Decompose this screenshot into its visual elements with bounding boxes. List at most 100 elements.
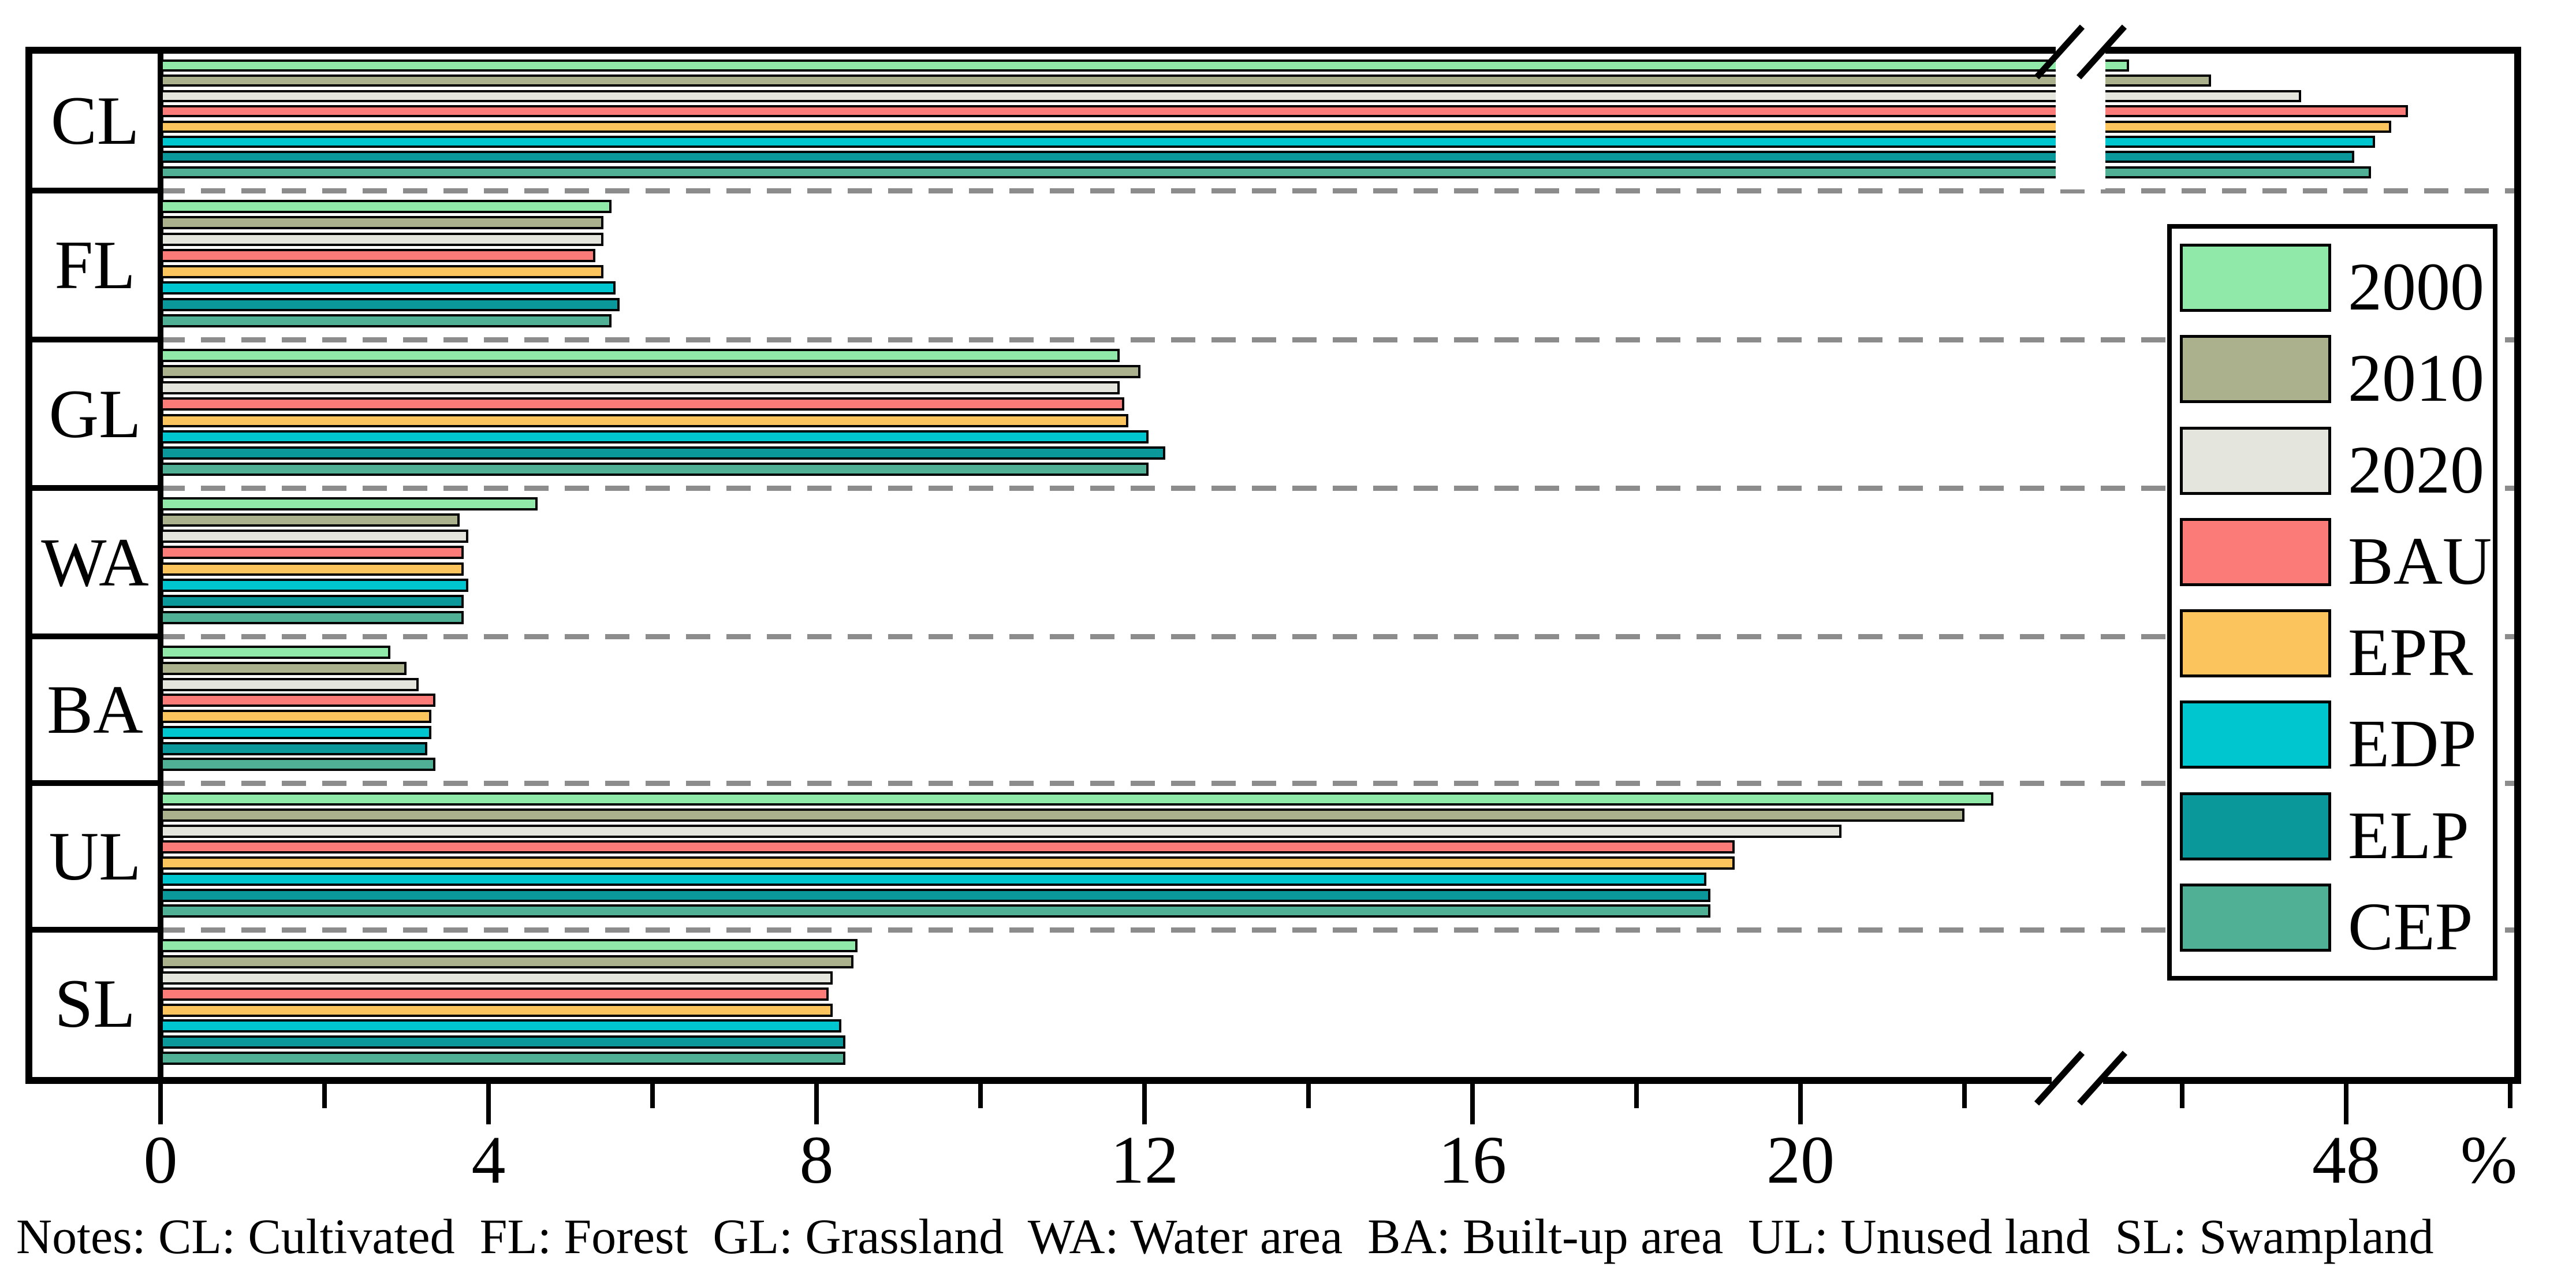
bar-sl-2000 [161,939,858,952]
x-major-tick-4 [486,1084,491,1124]
x-minor-tick-46 [2180,1084,2184,1108]
legend-swatch-2000 [2180,244,2331,312]
bar-sl-epr [161,1004,833,1017]
bar-cl-2010 [161,74,2211,87]
x-axis-unit-label: % [2460,1122,2518,1198]
legend-entry-elp: ELP [2172,781,2493,872]
bar-fl-epr [161,265,603,278]
bar-cl-bau [161,105,2408,117]
x-minor-tick-50 [2508,1084,2512,1108]
x-major-tick-48 [2344,1084,2348,1124]
legend-entry-2000: 2000 [2172,232,2493,323]
bar-cl-cep [161,166,2371,178]
category-separator-line [161,337,2514,342]
legend-swatch-epr [2180,609,2331,678]
legend-label-epr: EPR [2348,614,2473,691]
notes-text: Notes: CL: Cultivated FL: Forest GL: Gra… [16,1209,2434,1264]
plot-border [25,47,2521,1084]
x-tick-label-16: 16 [1438,1122,1507,1198]
bar-fl-cep [161,314,612,327]
bar-sl-edp [161,1019,841,1033]
category-label-ul: UL [49,818,141,895]
bar-fl-edp [161,281,616,295]
bar-wa-edp [161,579,468,592]
x-minor-tick-22 [1962,1084,1967,1108]
bar-gl-edp [161,430,1149,444]
bar-gl-cep [161,463,1149,476]
bar-ul-epr [161,856,1735,870]
bar-gl-2000 [161,349,1120,362]
category-box-divider [29,633,161,639]
legend-swatch-2020 [2180,426,2331,495]
bar-wa-elp [161,595,464,608]
bar-ba-2020 [161,678,419,691]
legend-entry-bau: BAU [2172,506,2493,598]
legend-label-2000: 2000 [2348,249,2484,325]
bar-ba-2000 [161,646,390,659]
bar-wa-2010 [161,513,460,527]
bar-ba-elp [161,742,427,755]
x-tick-label-12: 12 [1110,1122,1179,1198]
legend-swatch-edp [2180,700,2331,769]
bar-cl-epr [161,121,2391,133]
category-label-wa: WA [41,523,149,601]
axis-break-band-top [2056,44,2105,189]
legend-label-elp: ELP [2348,797,2469,873]
category-separator-line [161,634,2514,639]
bar-gl-elp [161,446,1165,460]
bar-ba-epr [161,710,431,723]
bar-gl-epr [161,414,1128,427]
bar-wa-bau [161,546,464,559]
category-box-divider [29,927,161,933]
bar-ba-bau [161,694,435,707]
bar-sl-bau [161,987,829,1001]
category-separator-line [161,486,2514,491]
bar-ul-cep [161,904,1710,918]
x-tick-label-4: 4 [471,1122,506,1198]
category-label-ba: BA [47,671,143,748]
legend-label-bau: BAU [2348,523,2492,599]
bar-wa-2000 [161,497,538,510]
bar-ul-2020 [161,825,1841,838]
x-tick-label-8: 8 [799,1122,834,1198]
bar-fl-elp [161,298,620,311]
x-tick-label-20: 20 [1766,1122,1835,1198]
legend: 2000 2010 2020 BAU EPR EDP ELP CEP [2167,224,2497,981]
bar-wa-cep [161,611,464,624]
bar-ul-elp [161,889,1710,902]
bar-fl-2010 [161,216,603,229]
bar-wa-epr [161,562,464,576]
category-separator-line [161,781,2514,786]
x-major-tick-12 [1142,1084,1147,1124]
bar-ul-bau [161,840,1735,854]
bar-gl-2020 [161,381,1120,394]
bar-gl-bau [161,397,1124,411]
category-label-cl: CL [50,81,140,159]
legend-label-2010: 2010 [2348,340,2484,416]
x-major-tick-0 [158,1084,163,1124]
bar-sl-2020 [161,971,833,985]
legend-entry-2010: 2010 [2172,323,2493,415]
x-major-tick-8 [814,1084,819,1124]
bar-ul-2010 [161,808,1964,822]
bar-cl-2020 [161,90,2301,102]
category-box-divider [29,188,161,193]
category-box-divider [29,780,161,786]
bar-ba-edp [161,726,431,739]
category-label-gl: GL [49,375,141,452]
x-minor-tick-6 [650,1084,655,1108]
legend-entry-cep: CEP [2172,872,2493,963]
category-box-divider [29,337,161,342]
bar-ul-2000 [161,792,1993,806]
x-major-tick-20 [1798,1084,1803,1124]
legend-entry-2020: 2020 [2172,415,2493,506]
bar-fl-bau [161,249,595,262]
bar-cl-edp [161,136,2375,148]
legend-label-edp: EDP [2348,706,2477,782]
bar-fl-2020 [161,233,603,246]
legend-swatch-elp [2180,792,2331,860]
x-minor-tick-18 [1634,1084,1639,1108]
category-box-divider [29,485,161,491]
bar-ba-cep [161,758,435,771]
